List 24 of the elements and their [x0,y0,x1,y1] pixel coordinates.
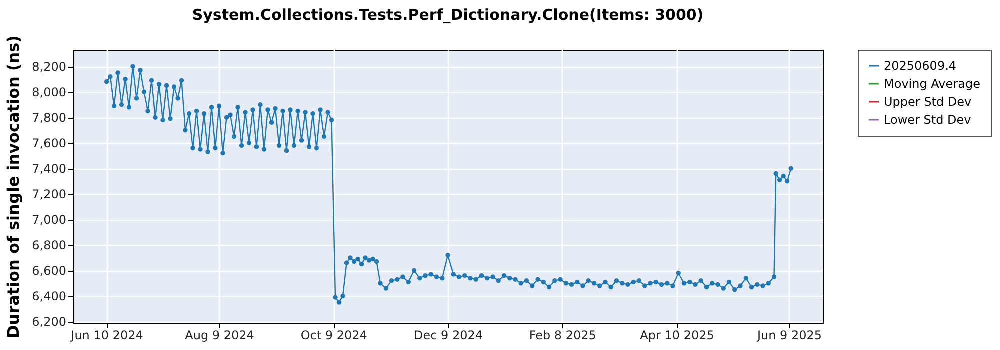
y-tick-label: 8,000 [32,86,66,100]
x-tick-label: Feb 8 2025 [529,328,596,342]
x-tick-label: Dec 9 2024 [414,328,484,342]
y-tick-label: 8,200 [32,60,66,74]
legend-label: Lower Std Dev [884,113,972,127]
chart-title: System.Collections.Tests.Perf_Dictionary.Clone(Items: 3000) [192,6,704,24]
legend-label: Moving Average [884,77,980,91]
x-tick-label: Oct 9 2024 [300,328,368,342]
y-tick-label: 6,800 [32,238,66,253]
y-tick-label: 7,000 [32,213,66,228]
y-tick-label: 6,200 [32,315,66,330]
x-tick-label: Aug 9 2024 [185,328,254,342]
x-tick-label: Jun 9 2025 [756,328,822,342]
y-tick-label: 7,800 [32,111,66,126]
legend-label: 20250609.4 [884,59,957,73]
x-tick-label: Jun 10 2024 [70,328,144,342]
y-tick-label: 7,200 [32,188,66,202]
y-axis-title: Duration of single invocation (ns) [4,36,24,338]
x-tick-label: Apr 10 2025 [640,328,714,342]
y-tick-label: 7,400 [32,162,66,176]
y-tick-label: 6,600 [32,264,66,278]
y-tick-label: 7,600 [32,136,66,151]
legend-label: Upper Std Dev [884,95,972,109]
y-tick-label: 6,400 [32,290,66,304]
